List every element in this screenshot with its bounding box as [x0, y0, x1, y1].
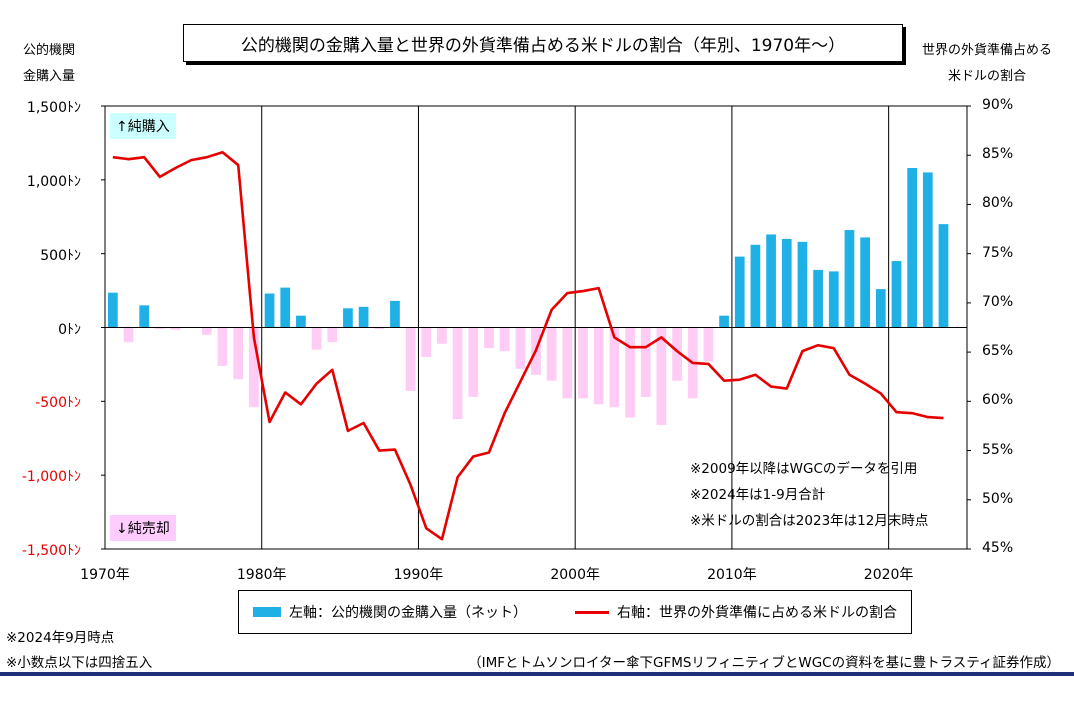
bar-2022 [922, 172, 933, 328]
bar-1990 [421, 327, 432, 358]
x-tick-label: 1990年 [393, 567, 444, 583]
bar-1970 [107, 292, 118, 328]
bar-1991 [437, 327, 447, 344]
legend-bar-swatch [253, 607, 281, 617]
footnote-rounding: ※小数点以下は四捨五入 [6, 655, 153, 671]
x-tick-label: 2000年 [550, 567, 600, 583]
bar-1988 [390, 300, 400, 328]
bar-1987 [374, 327, 385, 329]
bar-2016 [828, 271, 839, 328]
right-tick-label: 70% [982, 293, 1014, 310]
bar-2009 [719, 315, 729, 328]
bar-1986 [358, 306, 369, 328]
right-tick-label: 50% [982, 490, 1014, 507]
bar-1981 [280, 287, 291, 328]
x-tick-label: 2010年 [707, 567, 757, 583]
bar-2001 [593, 327, 604, 405]
bar-2006 [672, 327, 682, 381]
bar-1992 [452, 327, 463, 420]
bar-1982 [296, 315, 306, 328]
x-tick-label: 1980年 [236, 567, 287, 583]
bar-1984 [327, 327, 338, 343]
bar-2019 [875, 289, 886, 328]
bar-1996 [515, 327, 526, 369]
note-wgc: ※2009年以降はWGCのデータを引用 [690, 461, 918, 477]
bar-1973 [154, 327, 165, 329]
bar-2002 [609, 327, 620, 408]
bar-1976 [202, 327, 212, 335]
source-note: （IMFとトムソンロイター傘下GFMSリフィニティブとWGCの資料を基に豊トラス… [468, 655, 1060, 671]
bar-1974 [170, 327, 181, 330]
bar-1978 [233, 327, 244, 380]
left-tick-label: -500ﾄﾝ [35, 395, 81, 412]
left-tick-label: 1,500ﾄﾝ [26, 100, 81, 116]
right-tick-label: 55% [982, 441, 1014, 458]
bar-1985 [343, 308, 353, 328]
right-tick-label: 75% [982, 244, 1014, 261]
legend-bar-label: 左軸：公的機関の金購入量（ネット） [289, 605, 527, 621]
right-tick-label: 80% [982, 195, 1014, 212]
bar-1999 [562, 327, 573, 399]
right-tick-label: 65% [982, 343, 1014, 360]
bar-2011 [750, 244, 761, 328]
bar-1995 [499, 327, 510, 352]
note-usd-share: ※米ドルの割合は2023年は12月末時点 [690, 513, 929, 529]
legend-line-swatch [575, 610, 609, 614]
legend-item-bar: 左軸：公的機関の金購入量（ネット） [253, 602, 527, 622]
left-axis-title-line1: 公的機関 [22, 43, 75, 58]
bar-1979 [249, 327, 259, 408]
bar-1980 [264, 293, 275, 328]
left-axis-title: 公的機関 金購入量 [14, 38, 84, 90]
bar-2015 [813, 269, 823, 328]
footnote-date: ※2024年9月時点 [6, 630, 115, 646]
legend-line-label: 右軸：世界の外貨準備に占める米ドルの割合 [617, 605, 897, 621]
left-tick-label: 0ﾄﾝ [58, 321, 81, 338]
bar-1989 [405, 327, 416, 391]
bar-1971 [123, 327, 134, 343]
net-purchase-badge: ↑純購入 [110, 113, 176, 139]
right-axis-title: 世界の外貨準備占める 米ドルの割合 [912, 38, 1062, 90]
bar-2005 [656, 327, 667, 425]
left-tick-label: -1,000ﾄﾝ [21, 469, 81, 486]
bar-2014 [797, 241, 808, 328]
right-tick-label: 85% [982, 146, 1014, 163]
chart-title: 公的機関の金購入量と世界の外貨準備占める米ドルの割合（年別、1970年～） [183, 24, 903, 62]
x-tick-label: 1970年 [80, 567, 130, 583]
bar-2020 [891, 261, 902, 328]
x-tick-label: 2020年 [863, 567, 914, 583]
right-tick-label: 60% [982, 392, 1014, 409]
right-tick-label: 45% [982, 540, 1014, 556]
bar-1993 [468, 327, 479, 397]
usd-share-line [112, 150, 944, 541]
legend: 左軸：公的機関の金購入量（ネット） 右軸：世界の外貨準備に占める米ドルの割合 [238, 590, 912, 634]
legend-item-line: 右軸：世界の外貨準備に占める米ドルの割合 [575, 602, 897, 622]
bar-2021 [907, 168, 918, 328]
left-tick-label: 1,000ﾄﾝ [26, 173, 81, 190]
bar-2003 [625, 327, 635, 418]
bar-1994 [484, 327, 494, 349]
bar-1977 [217, 327, 228, 366]
bar-2013 [781, 238, 792, 328]
bar-2017 [844, 230, 855, 328]
bar-2018 [860, 237, 870, 328]
bar-2008 [703, 327, 714, 362]
bar-1972 [139, 305, 150, 328]
bar-2000 [578, 327, 588, 399]
bar-2004 [640, 327, 651, 397]
right-axis-title-line2: 米ドルの割合 [947, 69, 1026, 84]
bar-2023 [938, 224, 949, 328]
bar-2012 [766, 234, 776, 328]
right-tick-label: 90% [982, 97, 1014, 113]
bar-1983 [311, 327, 322, 350]
left-tick-label: 500ﾄﾝ [40, 247, 81, 264]
note-2024: ※2024年は1-9月合計 [690, 487, 826, 503]
bar-2010 [734, 256, 745, 328]
left-tick-label: -1,500ﾄﾝ [21, 543, 81, 559]
left-axis-title-line2: 金購入量 [22, 69, 75, 84]
net-sale-badge: ↓純売却 [110, 515, 176, 541]
bar-1998 [546, 327, 557, 381]
right-axis-title-line1: 世界の外貨準備占める [921, 43, 1052, 58]
bottom-rule [0, 672, 1074, 676]
